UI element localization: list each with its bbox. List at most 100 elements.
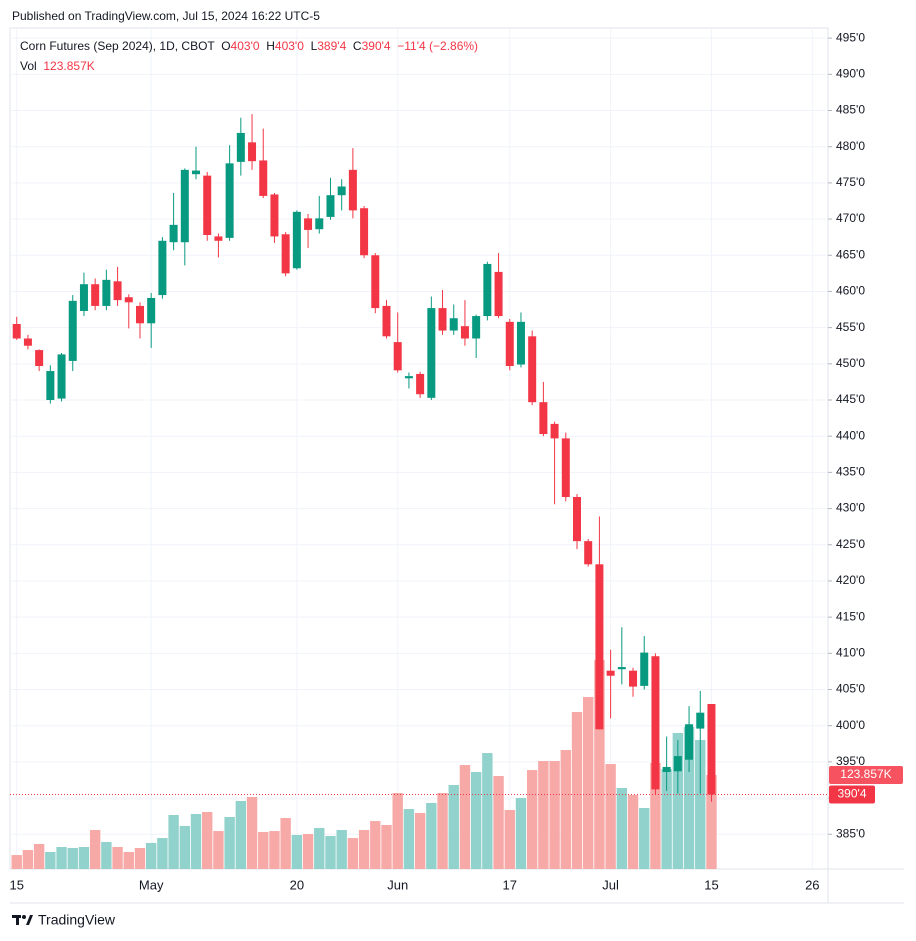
volume-bar	[336, 829, 347, 869]
volume-tag	[829, 765, 903, 784]
candle-body	[438, 308, 447, 331]
candle-body	[337, 186, 346, 196]
volume-bar	[45, 851, 56, 869]
legend-value: 390'4	[361, 39, 391, 53]
y-tick-label: 385'0	[836, 826, 865, 840]
candle-body	[35, 350, 44, 366]
brand-logo	[12, 915, 33, 925]
volume-bar	[302, 834, 314, 869]
candle-body	[427, 308, 436, 398]
volume-bar	[258, 831, 269, 869]
candle-body	[248, 142, 257, 162]
candle-body	[169, 224, 178, 243]
volume-bar	[11, 855, 22, 869]
legend-label: L	[310, 39, 318, 53]
volume-bar	[538, 761, 549, 869]
volume-bar	[482, 753, 493, 869]
candles	[12, 114, 716, 802]
candle-body	[135, 305, 144, 324]
candle-body	[326, 195, 335, 217]
volume-bar	[381, 824, 392, 869]
y-tick-label: 410'0	[836, 645, 865, 659]
volume-bar	[526, 770, 538, 869]
candle-body	[707, 703, 716, 795]
y-tick-label: 430'0	[836, 501, 865, 515]
y-tick-label: 490'0	[836, 66, 865, 80]
volume-bar	[179, 825, 191, 869]
candle-body	[382, 305, 391, 337]
volume-bar	[571, 711, 583, 869]
candle-body	[494, 271, 503, 317]
legend-label: H	[266, 39, 275, 53]
volume-bar	[190, 813, 202, 869]
price-tag-label: 390'4	[838, 787, 867, 801]
candle-body	[225, 163, 234, 238]
candle-body	[449, 318, 458, 331]
volume-bar	[470, 772, 482, 869]
candle-body	[113, 281, 122, 301]
volume-bar	[202, 812, 213, 869]
volume-bar	[605, 764, 616, 869]
volume-bar	[583, 697, 594, 869]
volume-bar	[392, 793, 403, 869]
volume-bar	[314, 828, 325, 869]
volume-bar	[246, 796, 258, 869]
volume-tag-label: 123.857K	[840, 767, 891, 781]
candle-body	[23, 338, 32, 346]
volume-bar	[706, 774, 717, 869]
candle-body	[539, 402, 548, 435]
volume-bar	[448, 784, 459, 869]
candle-body	[46, 371, 55, 401]
candle-body	[651, 656, 660, 790]
candle-body	[584, 541, 593, 565]
volume-bar	[414, 812, 426, 869]
publisher: Published on TradingView.com, Jul 15, 20…	[12, 9, 320, 23]
volume-bar	[123, 851, 134, 869]
volume-bar	[459, 765, 471, 869]
volume-bar	[134, 847, 146, 869]
candle-body	[147, 297, 156, 324]
volume-bar	[291, 834, 303, 869]
volume-bar	[269, 831, 280, 869]
volume-bar	[56, 846, 67, 869]
volume-bar	[515, 798, 527, 869]
candle-body	[673, 756, 682, 772]
candle-body	[404, 376, 413, 379]
legend-value: 403'0	[230, 39, 260, 53]
volume-bar	[358, 829, 370, 869]
volume-legend: Vol 123.857K	[20, 59, 95, 73]
candle-body	[662, 766, 671, 773]
x-tick-label: 20	[290, 877, 304, 892]
volume-bar	[560, 749, 571, 869]
candle-body	[483, 263, 492, 317]
candle-body	[371, 255, 380, 309]
y-tick-label: 470'0	[836, 211, 865, 225]
legend-label: O	[221, 39, 231, 53]
legend-value: 389'4	[317, 39, 347, 53]
legend-change: −11'4 (−2.86%)	[397, 39, 479, 53]
candle-body	[640, 652, 649, 686]
y-tick-label: 475'0	[836, 175, 865, 189]
candle-body	[214, 236, 223, 241]
candle-body	[696, 712, 705, 729]
y-tick-label: 445'0	[836, 392, 865, 406]
volume-bar	[347, 838, 359, 869]
candle-body	[460, 326, 469, 339]
volume-bar	[594, 659, 605, 869]
candle-body	[561, 438, 570, 497]
volume-bar	[437, 793, 448, 869]
candle-body	[685, 724, 694, 760]
y-tick-label: 405'0	[836, 682, 865, 696]
x-tick-label: Jun	[387, 877, 408, 892]
candle-body	[472, 316, 481, 339]
volume-bar	[67, 847, 78, 869]
candle-body	[606, 670, 615, 676]
volume-bar	[213, 831, 224, 869]
candle-body	[180, 169, 189, 243]
candle-body	[393, 342, 402, 371]
candle-body	[270, 194, 279, 237]
volume-bars	[11, 659, 717, 869]
candle-body	[124, 297, 133, 303]
y-tick-label: 450'0	[836, 356, 865, 370]
